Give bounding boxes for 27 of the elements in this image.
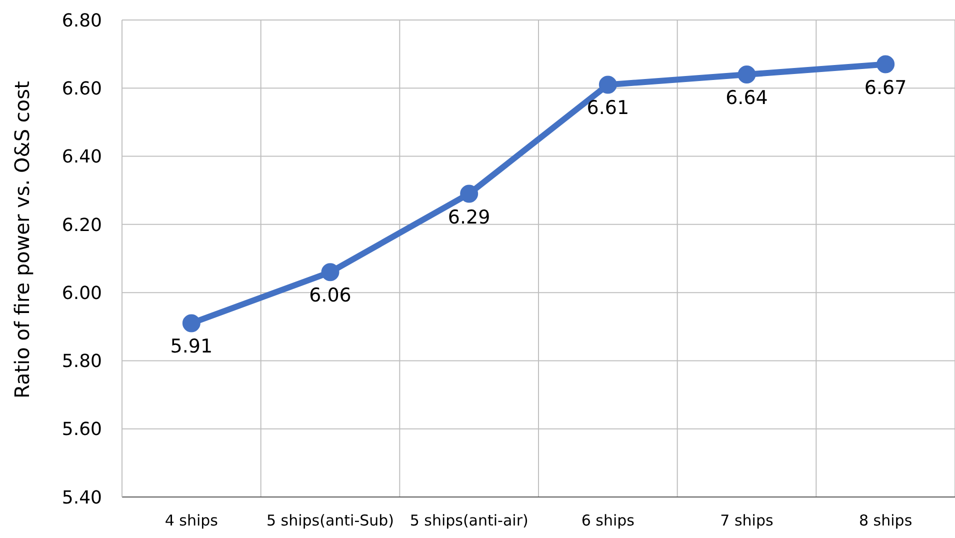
data-label: 6.06 [309,284,352,307]
point [598,76,617,94]
y-tick-label: 5.40 [62,487,102,508]
y-tick-label: 6.40 [62,146,102,168]
point [876,55,895,74]
y-tick-label: 6.00 [62,282,102,304]
point [321,263,340,282]
y-tick-label: 6.20 [62,214,102,236]
data-label: 6.67 [864,76,907,99]
x-tick-label: 5 ships(anti-air) [410,512,528,530]
data-label: 5.91 [170,336,213,358]
y-axis-title: Ratio of fire power vs. O&S cost [10,80,34,398]
point [738,66,756,84]
y-tick-label: 5.60 [62,419,102,440]
x-tick-label: 6 ships [581,512,635,530]
x-tick-label: 8 ships [859,512,912,530]
y-tick-label: 6.80 [62,10,102,32]
data-label: 6.64 [726,87,768,110]
data-label: 6.29 [448,206,490,228]
x-tick-label: 7 ships [720,512,774,530]
x-tick-label: 5 ships(anti-Sub) [266,512,394,530]
x-tick-label: 4 ships [164,512,218,530]
data-label: 6.61 [586,97,630,120]
point [460,184,478,203]
point [182,314,200,332]
y-tick-label: 5.80 [62,351,102,372]
y-tick-label: 6.60 [62,78,102,100]
